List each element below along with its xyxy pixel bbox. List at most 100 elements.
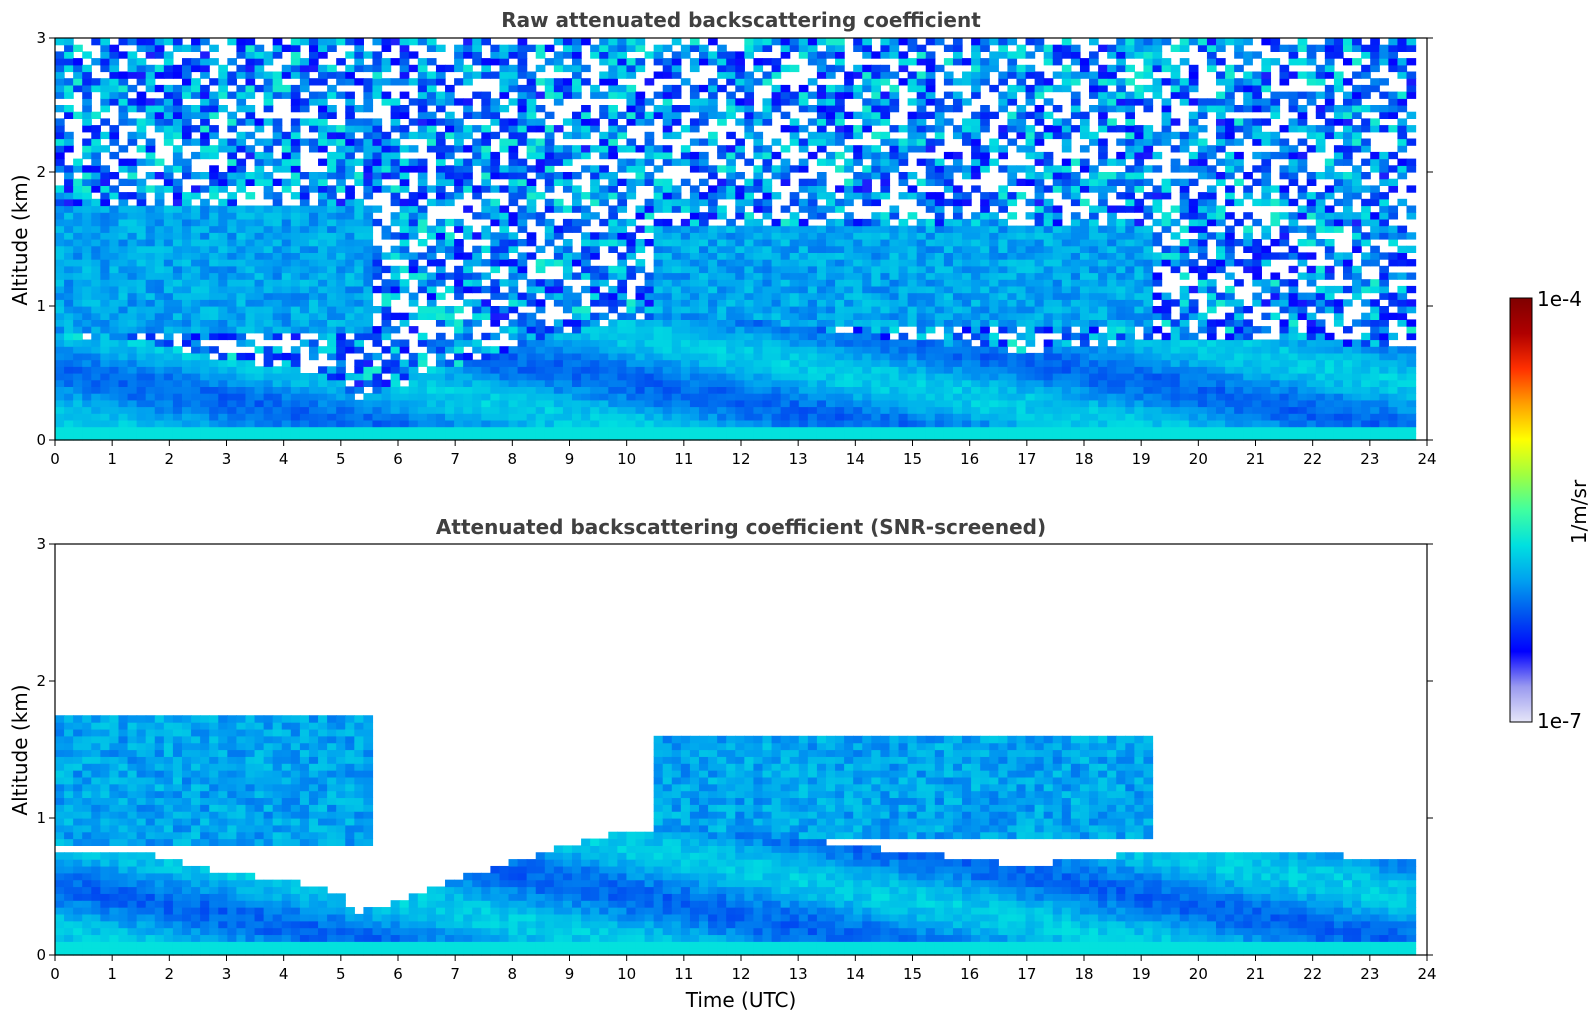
heatmap-cell <box>272 406 283 414</box>
heatmap-cell <box>417 165 428 173</box>
heatmap-cell <box>308 393 319 401</box>
heatmap-cell <box>145 379 156 387</box>
heatmap-cell <box>136 326 147 334</box>
heatmap-cell <box>363 379 374 387</box>
heatmap-cell <box>916 326 927 334</box>
heatmap-cell <box>662 259 673 267</box>
heatmap-cell <box>535 192 546 200</box>
heatmap-cell <box>689 426 700 434</box>
heatmap-cell <box>844 91 854 99</box>
heatmap-cell <box>109 185 120 193</box>
heatmap-cell <box>816 131 827 140</box>
heatmap-cell <box>608 178 618 186</box>
heatmap-cell <box>898 386 909 394</box>
heatmap-cell <box>925 265 936 274</box>
heatmap-cell <box>472 366 482 374</box>
heatmap-cell <box>55 326 65 334</box>
heatmap-cell <box>236 165 247 173</box>
heatmap-cell <box>454 399 464 408</box>
heatmap-cell <box>82 419 92 428</box>
heatmap-cell <box>263 332 274 341</box>
heatmap-cell <box>127 339 138 347</box>
heatmap-cell <box>272 352 283 361</box>
heatmap-cell <box>708 285 718 294</box>
heatmap-cell <box>245 78 256 86</box>
heatmap-cell <box>744 131 755 140</box>
heatmap-cell <box>372 259 383 267</box>
heatmap-cell <box>327 373 337 381</box>
heatmap-cell <box>662 326 673 334</box>
heatmap-cell <box>762 426 773 434</box>
heatmap-cell <box>608 386 618 394</box>
heatmap-cell <box>889 252 900 260</box>
heatmap-cell <box>236 332 247 341</box>
heatmap-cell <box>744 352 755 361</box>
heatmap-cell <box>209 218 219 227</box>
heatmap-cell <box>100 406 111 414</box>
heatmap-cell <box>798 51 809 59</box>
heatmap-cell <box>572 393 582 401</box>
heatmap-cell <box>599 279 609 287</box>
heatmap-cell <box>916 419 927 428</box>
heatmap-cell <box>354 433 364 441</box>
heatmap-cell <box>354 285 364 294</box>
heatmap-cell <box>227 366 238 374</box>
heatmap-cell <box>145 145 156 153</box>
heatmap-cell <box>925 98 936 106</box>
heatmap-cell <box>572 379 582 387</box>
heatmap-cell <box>445 413 455 421</box>
heatmap-cell <box>544 172 555 180</box>
heatmap-cell <box>336 366 346 374</box>
heatmap-cell <box>64 111 74 119</box>
heatmap-cell <box>726 285 736 294</box>
heatmap-cell <box>762 185 773 193</box>
heatmap-cell <box>200 419 210 428</box>
heatmap-cell <box>272 393 283 401</box>
heatmap-cell <box>699 319 709 327</box>
heatmap-cell <box>753 64 764 73</box>
heatmap-cell <box>553 98 564 106</box>
heatmap-cell <box>181 198 192 207</box>
heatmap-cell <box>962 165 972 173</box>
heatmap-cell <box>717 58 727 66</box>
heatmap-cell <box>318 326 328 334</box>
heatmap-cell <box>590 172 600 180</box>
heatmap-cell <box>136 125 147 133</box>
heatmap-cell <box>717 84 727 93</box>
heatmap-cell <box>626 373 637 381</box>
heatmap-cell <box>708 386 718 394</box>
heatmap-cell <box>408 393 419 401</box>
heatmap-cell <box>82 71 92 79</box>
heatmap-cell <box>608 352 618 361</box>
heatmap-cell <box>898 399 909 408</box>
heatmap-cell <box>118 433 129 441</box>
heatmap-cell <box>408 38 419 46</box>
heatmap-cell <box>454 165 464 173</box>
heatmap-cell <box>490 44 501 52</box>
heatmap-cell <box>245 292 256 300</box>
heatmap-cell <box>726 151 736 160</box>
heatmap-cell <box>245 252 256 260</box>
heatmap-cell <box>581 131 591 140</box>
heatmap-cell <box>952 332 963 341</box>
heatmap-cell <box>825 279 836 287</box>
heatmap-cell <box>980 145 990 153</box>
heatmap-cell <box>925 172 936 180</box>
heatmap-cell <box>517 138 528 146</box>
heatmap-cell <box>272 319 283 327</box>
heatmap-cell <box>671 185 682 193</box>
heatmap-cell <box>980 292 990 300</box>
heatmap-cell <box>644 205 655 213</box>
heatmap-cell <box>717 373 727 381</box>
heatmap-cell <box>726 98 736 106</box>
heatmap-cell <box>118 285 129 294</box>
heatmap-cell <box>626 105 637 113</box>
heatmap-cell <box>835 346 845 354</box>
heatmap-cell <box>526 198 537 207</box>
heatmap-cell <box>835 51 845 59</box>
heatmap-cell <box>299 259 310 267</box>
heatmap-cell <box>762 406 773 414</box>
heatmap-cell <box>644 78 655 86</box>
heatmap-cell <box>463 225 473 233</box>
heatmap-cell <box>100 292 111 300</box>
